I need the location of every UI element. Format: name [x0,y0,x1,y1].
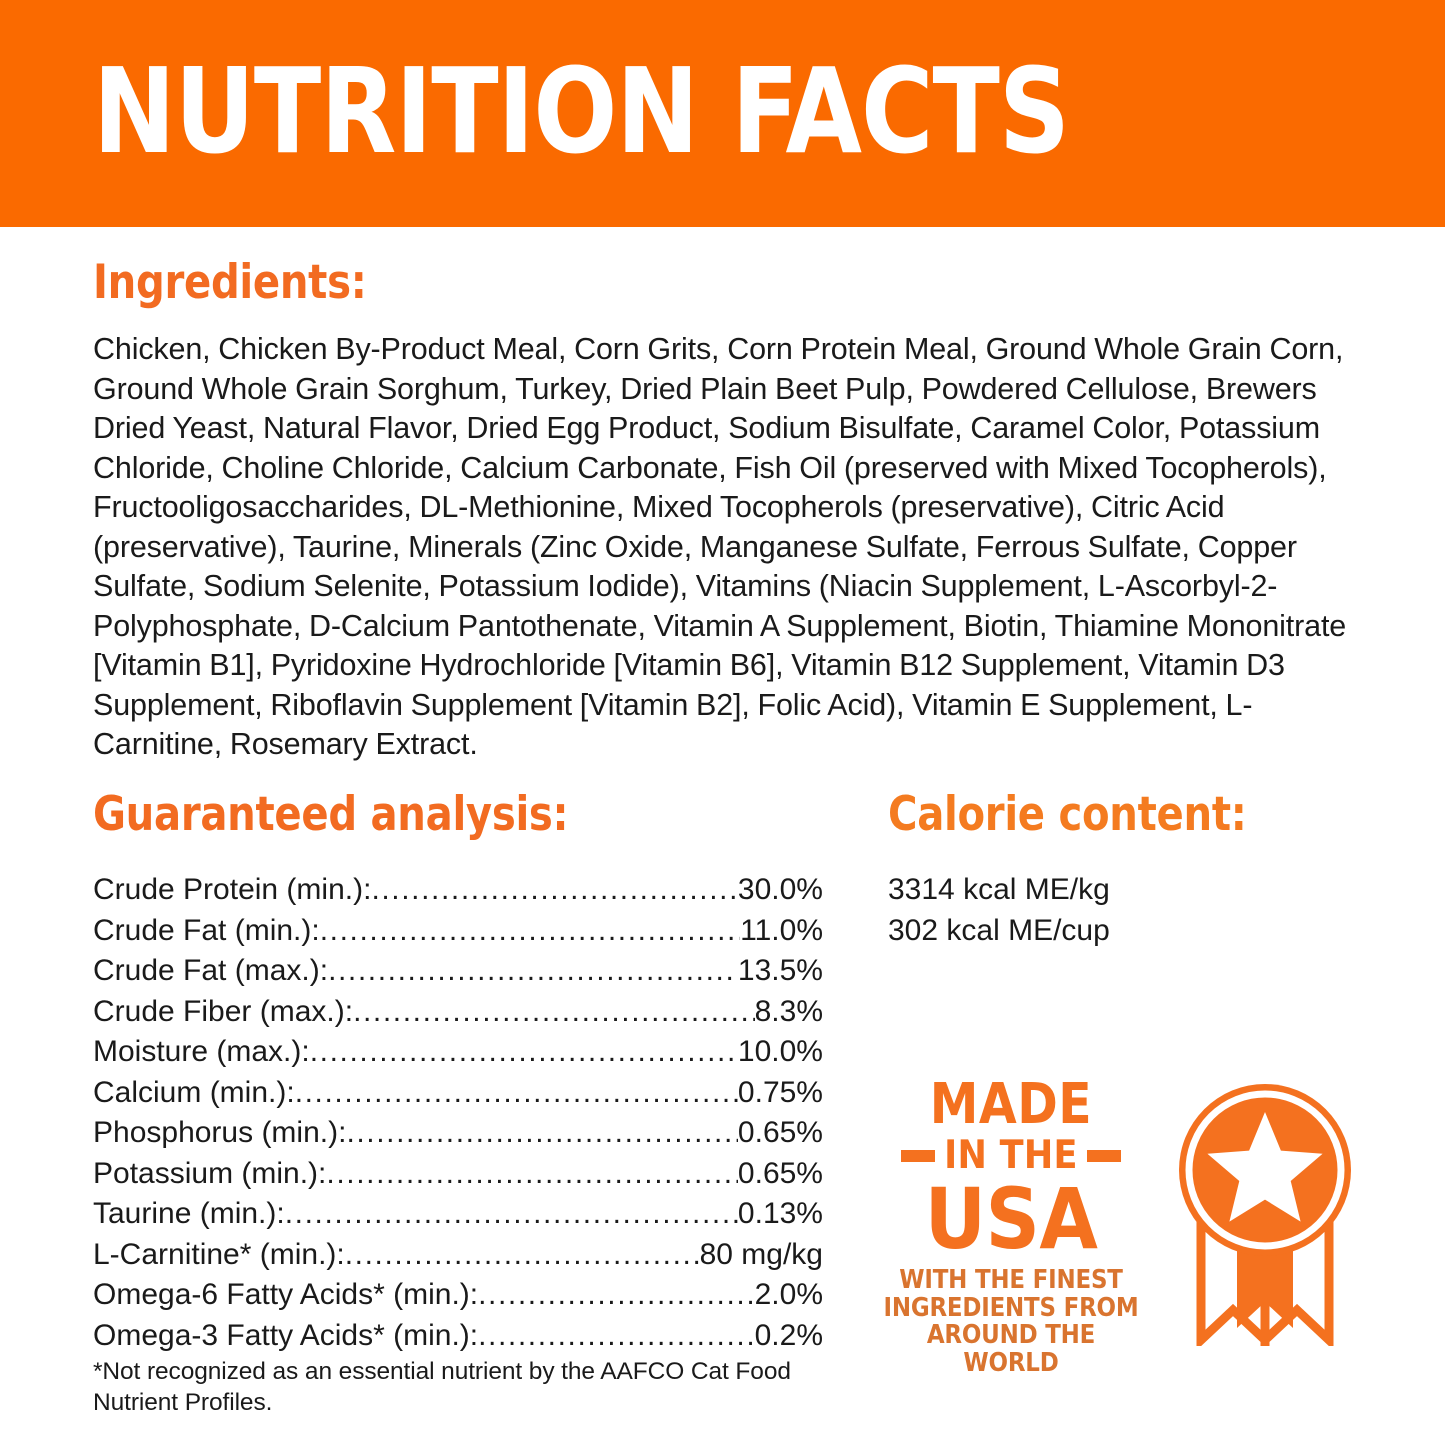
made-in-usa-text: MADE IN THE USA WITH THE FINEST INGREDIE… [880,1072,1142,1378]
calorie-content-heading: Calorie content: [888,787,1247,842]
header-banner: NUTRITION FACTS [0,0,1445,227]
dot-leader [328,951,738,981]
analysis-row: Taurine (min.): 0.13% [93,1194,823,1235]
badge-made-label: MADE [929,1072,1093,1137]
badge-in-the-row: IN THE [880,1136,1142,1176]
dot-leader [371,870,737,900]
analysis-value: 13.5% [737,954,823,987]
analysis-label: Crude Fat (min.): [93,913,320,947]
badge-subtitle-line2: INGREDIENTS FROM [883,1292,1139,1323]
analysis-label: Moisture (max.): [93,1035,310,1068]
badge-usa-label: USA [924,1170,1098,1268]
badge-subtitle-line3: AROUND THE WORLD [926,1320,1096,1378]
analysis-row: Crude Fiber (max.): 8.3% [93,992,823,1033]
ingredients-text: Chicken, Chicken By-Product Meal, Corn G… [93,332,1347,761]
analysis-value: 11.0% [740,913,823,947]
analysis-value: 0.65% [737,1156,823,1190]
analysis-label: Taurine (min.): [93,1197,285,1230]
analysis-label: Omega-6 Fatty Acids* (min.): [93,1278,479,1311]
analysis-row: Omega-6 Fatty Acids* (min.): 2.0% [93,1275,823,1316]
dot-leader [285,1194,738,1224]
analysis-value: 10.0% [737,1035,823,1068]
dot-leader [346,1113,737,1143]
analysis-row: Moisture (max.): 10.0% [93,1032,823,1073]
dash-left-icon [901,1150,936,1162]
analysis-row: Crude Fat (min.): 11.0% [93,911,823,952]
analysis-label: Crude Protein (min.): [93,873,372,906]
dot-leader [353,992,755,1022]
dot-leader [295,1073,738,1103]
made-in-usa-badge: MADE IN THE USA WITH THE FINEST INGREDIE… [880,1077,1370,1376]
analysis-label: Phosphorus (min.): [93,1116,347,1149]
analysis-label: Potassium (min.): [93,1156,327,1190]
ingredients-section: Ingredients: Chicken, Chicken By-Product… [93,258,1355,765]
analysis-row: Calcium (min.): 0.75% [93,1073,823,1114]
dot-leader [345,1235,700,1265]
analysis-value: 0.65% [737,1116,823,1149]
analysis-row: Omega-3 Fatty Acids* (min.): 0.2% [93,1316,823,1357]
calorie-line: 3314 kcal ME/kg [888,873,1110,906]
dot-leader [478,1275,755,1305]
analysis-row: Potassium (min.): 0.65% [93,1154,823,1195]
dash-right-icon [1086,1150,1121,1162]
footnote-text: *Not recognized as an essential nutrient… [93,1358,791,1416]
dot-leader [310,1032,738,1062]
dot-leader [326,1154,738,1184]
analysis-row: Crude Fat (max.): 13.5% [93,951,823,992]
analysis-value: 2.0% [754,1278,823,1311]
analysis-label: Crude Fat (max.): [93,954,329,987]
analysis-label: L-Carnitine* (min.): [93,1237,345,1271]
analysis-value: 30.0% [737,873,823,906]
analysis-label: Crude Fiber (max.): [93,994,354,1028]
analysis-row: Phosphorus (min.): 0.65% [93,1113,823,1154]
dot-leader [320,911,740,941]
guaranteed-analysis-heading: Guaranteed analysis: [93,787,569,842]
analysis-value: 80 mg/kg [699,1237,823,1271]
guaranteed-analysis-section: Guaranteed analysis: Crude Protein (min.… [93,790,823,1356]
analysis-row: L-Carnitine* (min.): 80 mg/kg [93,1235,823,1276]
dot-leader [478,1316,755,1346]
analysis-row: Crude Protein (min.): 30.0% [93,870,823,911]
analysis-value: 0.75% [737,1075,823,1109]
star-medal-ribbon-icon [1165,1078,1365,1351]
calorie-content-section: Calorie content: 3314 kcal ME/kg 302 kcal… [888,790,1368,951]
page-title: NUTRITION FACTS [93,42,1070,180]
guaranteed-analysis-list: Crude Protein (min.): 30.0% Crude Fat (min… [93,870,823,1356]
ingredients-heading: Ingredients: [93,255,367,310]
calorie-line: 302 kcal ME/cup [888,913,1110,947]
analysis-label: Omega-3 Fatty Acids* (min.): [93,1318,479,1352]
calorie-content-lines: 3314 kcal ME/kg 302 kcal ME/cup [888,870,1368,951]
analysis-value: 0.2% [754,1318,823,1352]
badge-subtitle-line1: WITH THE FINEST [899,1265,1123,1295]
badge-in-the-label: IN THE [944,1133,1078,1178]
analysis-value: 0.13% [737,1197,823,1230]
analysis-label: Calcium (min.): [93,1075,295,1109]
analysis-value: 8.3% [754,994,823,1028]
